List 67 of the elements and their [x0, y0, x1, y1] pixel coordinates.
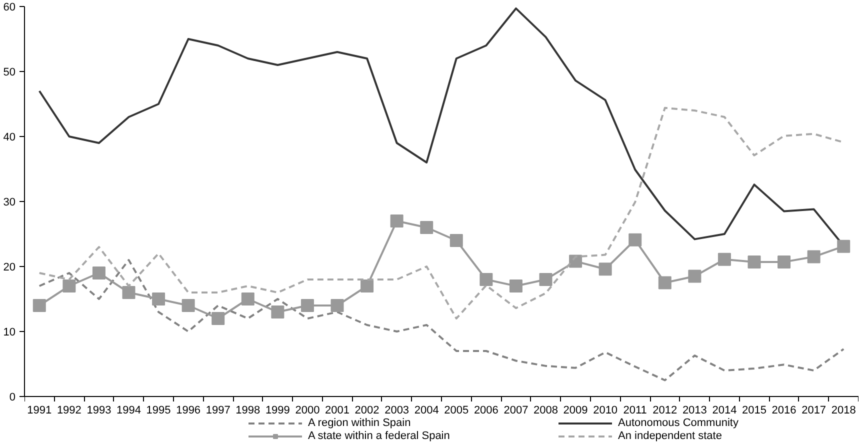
x-tick-label: 2018	[831, 404, 856, 416]
x-tick-label: 2010	[593, 404, 618, 416]
point	[748, 255, 761, 268]
y-tick-label: 30	[3, 196, 16, 208]
x-tick-label: 2000	[295, 404, 320, 416]
x-tick-label: 2017	[802, 404, 826, 416]
x-tick-label: 2011	[623, 404, 647, 416]
point	[62, 280, 76, 292]
point	[420, 221, 434, 234]
x-tick-label: 1998	[236, 404, 260, 416]
legend-label: Autonomous Community	[618, 417, 740, 429]
x-tick-label: 2007	[504, 404, 528, 416]
line-series	[38, 259, 845, 382]
x-tick-label: 1997	[206, 404, 230, 416]
x-tick-label: 2002	[354, 404, 380, 416]
point	[360, 280, 374, 292]
x-tick-label: 2013	[682, 404, 707, 416]
x-tick-label: 2008	[534, 404, 558, 416]
y-tick-label: 10	[3, 326, 16, 338]
x-tick-label: 2005	[444, 404, 469, 416]
point	[122, 286, 136, 299]
point	[480, 273, 493, 286]
point	[837, 240, 850, 253]
point	[628, 233, 642, 246]
x-tick-label: 2014	[712, 404, 737, 416]
y-tick-label: 50	[3, 66, 16, 78]
x-tick-label: 2004	[414, 404, 439, 416]
point	[390, 214, 404, 228]
legend-label: A region within Spain	[308, 417, 412, 429]
y-tick-label: 0	[9, 392, 16, 404]
point	[330, 299, 344, 312]
point	[509, 280, 522, 292]
x-tick-label: 2015	[742, 404, 766, 416]
x-tick-label: 1993	[86, 404, 112, 416]
x-tick-label: 2001	[325, 404, 350, 416]
point	[807, 250, 820, 264]
x-tick-label: 1999	[265, 404, 290, 416]
y-tick-label: 40	[3, 132, 16, 144]
point	[32, 299, 46, 312]
point	[450, 234, 463, 247]
x-tick-label: 1994	[116, 404, 141, 416]
point	[182, 299, 195, 312]
point	[300, 299, 314, 312]
point	[241, 292, 254, 306]
x-tick-label: 1996	[176, 404, 201, 416]
point	[152, 292, 166, 306]
y-tick-label: 20	[3, 262, 16, 274]
point	[718, 252, 731, 266]
point	[271, 306, 284, 318]
point	[778, 255, 791, 268]
x-tick-label: 2009	[563, 404, 588, 416]
x-tick-label: 2006	[474, 404, 498, 416]
x-tick-label: 2003	[384, 404, 410, 416]
x-tick-label: 1991	[27, 404, 52, 416]
x-tick-label: 1995	[146, 404, 171, 416]
x-tick-label: 2016	[772, 404, 796, 416]
point	[92, 266, 106, 280]
point	[598, 262, 612, 276]
point	[212, 312, 225, 325]
legend-label: A state within a federal Spain	[308, 430, 451, 442]
x-tick-label: 1992	[56, 404, 82, 416]
x-tick-label: 2012	[652, 404, 678, 416]
point	[658, 276, 672, 290]
legend-label: An independent state	[618, 430, 723, 442]
point	[539, 273, 552, 286]
y-tick-label: 60	[3, 2, 16, 14]
point	[688, 270, 702, 283]
